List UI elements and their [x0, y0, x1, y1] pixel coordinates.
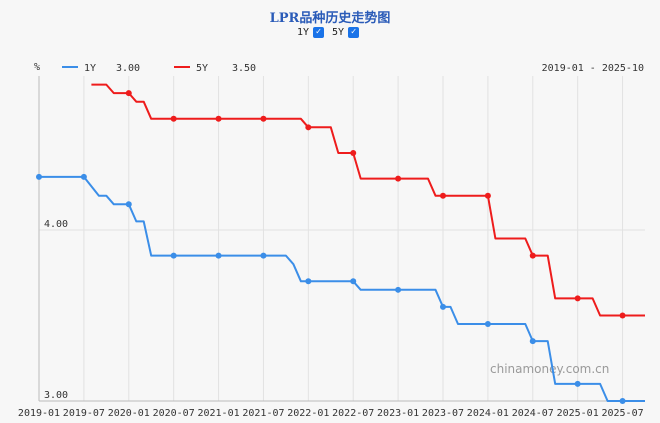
legend-5y[interactable]: 5Y 3.50: [174, 63, 256, 74]
x-tick-label: 2022-07: [332, 408, 374, 419]
series-toggles: 1Y ✓ 5Y ✓: [0, 27, 660, 38]
x-tick-label: 2022-01: [287, 408, 329, 419]
y-tick-label: 4.00: [44, 219, 68, 230]
x-tick-label: 2023-07: [422, 408, 464, 419]
data-point-1y[interactable]: [260, 252, 267, 259]
x-tick-label: 2020-07: [153, 408, 195, 419]
y-axis-unit: %: [34, 62, 40, 73]
y-tick-label: 3.00: [44, 390, 68, 401]
toggle-5y-checkbox[interactable]: ✓: [348, 27, 360, 38]
chart-title: LPR品种历史走势图: [269, 11, 391, 26]
data-point-5y[interactable]: [440, 192, 446, 199]
x-tick-label: 2024-01: [467, 408, 509, 419]
x-tick-labels: 2019-01 2019-07 2020-01 2020-07 2021-01 2021-…: [18, 408, 644, 419]
data-point-5y[interactable]: [170, 115, 177, 122]
data-point-5y[interactable]: [619, 312, 626, 319]
legend-1y-value: 3.00: [116, 63, 140, 74]
data-point-5y[interactable]: [529, 252, 536, 259]
data-point-1y[interactable]: [529, 338, 536, 345]
date-range: 2019-01 - 2025-10: [542, 63, 644, 74]
data-point-1y[interactable]: [484, 321, 491, 328]
data-point-1y[interactable]: [305, 278, 312, 285]
x-tick-label: 2024-07: [512, 408, 554, 419]
legend-5y-value: 3.50: [232, 63, 256, 74]
legend-5y-name: 5Y: [196, 63, 208, 74]
legend-1y[interactable]: 1Y 3.00: [62, 63, 140, 74]
data-point-1y[interactable]: [215, 252, 222, 259]
watermark: chinamoney.com.cn: [490, 362, 609, 376]
data-point-1y[interactable]: [574, 380, 581, 387]
data-point-1y[interactable]: [170, 252, 177, 259]
data-point-5y[interactable]: [215, 115, 222, 122]
toggle-5y-label: 5Y: [332, 27, 345, 38]
data-point-5y[interactable]: [574, 295, 581, 302]
x-tick-label: 2025-07: [601, 408, 643, 419]
x-tick-label: 2019-07: [63, 408, 105, 419]
x-tick-label: 2025-01: [557, 408, 599, 419]
data-point-1y[interactable]: [80, 173, 87, 180]
x-tick-label: 2020-01: [108, 408, 150, 419]
data-point-1y[interactable]: [125, 201, 132, 208]
toggle-1y-checkbox[interactable]: ✓: [313, 27, 324, 38]
data-point-5y[interactable]: [350, 149, 357, 156]
data-point-5y[interactable]: [484, 192, 491, 199]
data-point-5y[interactable]: [395, 175, 402, 182]
data-point-1y[interactable]: [619, 398, 626, 404]
series-line-1y: [39, 175, 645, 402]
series-group: [36, 83, 645, 404]
series-line-5y: [91, 83, 645, 317]
x-tick-label: 2021-01: [197, 408, 239, 419]
toggle-1y-label: 1Y: [296, 27, 309, 38]
data-point-1y[interactable]: [350, 278, 357, 285]
x-tick-label: 2023-01: [377, 408, 419, 419]
x-tick-label: 2019-01: [18, 408, 60, 419]
data-point-5y[interactable]: [305, 124, 312, 131]
data-point-1y[interactable]: [395, 286, 402, 293]
y-tick-labels: 4.00 3.00: [44, 219, 68, 401]
data-point-1y[interactable]: [36, 173, 42, 180]
x-tick-label: 2021-07: [242, 408, 284, 419]
data-point-1y[interactable]: [440, 303, 446, 310]
data-point-5y[interactable]: [125, 90, 132, 97]
grid: [38, 76, 645, 402]
data-point-5y[interactable]: [260, 115, 267, 122]
legend-1y-name: 1Y: [84, 63, 96, 74]
